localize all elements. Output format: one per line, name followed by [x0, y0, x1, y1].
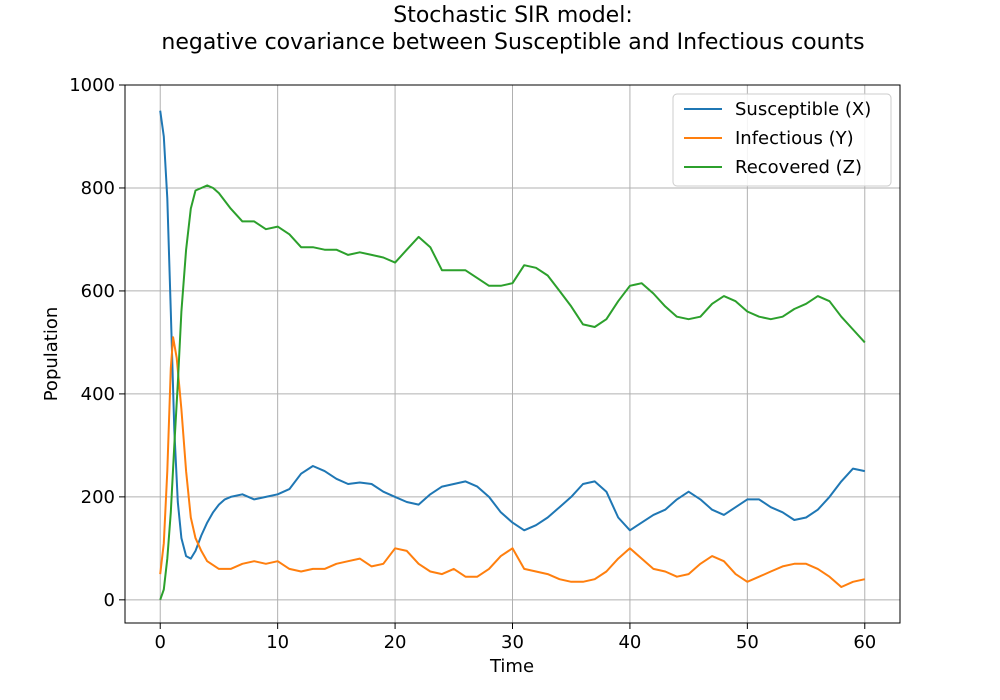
y-axis-label: Population [41, 307, 62, 402]
x-tick-label: 40 [618, 632, 641, 653]
y-tick-label: 1000 [69, 75, 115, 96]
y-ticks: 0 200 400 600 800 1000 [69, 75, 125, 611]
series-line-susceptible-x [159, 110, 866, 560]
x-ticks: 0 10 20 30 40 50 60 [155, 623, 876, 653]
legend-label-recovered-z: Recovered (Z) [735, 157, 862, 178]
legend-label-susceptible-x: Susceptible (X) [735, 99, 871, 120]
x-tick-label: 20 [384, 632, 407, 653]
legend: Susceptible (X) Infectious (Y) Recovered (… [672, 93, 892, 187]
chart-title-line1: Stochastic SIR model: [393, 3, 633, 28]
y-tick-label: 400 [81, 384, 115, 405]
chart-title-line2: negative covariance between Susceptible … [161, 30, 864, 55]
y-tick-label: 0 [104, 590, 115, 611]
x-axis-label: Time [489, 656, 534, 677]
series-line-infectious-y [159, 336, 866, 588]
x-tick-label: 0 [155, 632, 166, 653]
x-tick-label: 10 [266, 632, 289, 653]
legend-label-infectious-y: Infectious (Y) [735, 128, 854, 149]
series-line-recovered-z [159, 184, 866, 601]
legend-box [672, 93, 892, 187]
series-lines [159, 110, 866, 601]
y-tick-label: 600 [81, 281, 115, 302]
y-tick-label: 200 [81, 487, 115, 508]
y-tick-label: 800 [81, 178, 115, 199]
x-tick-label: 50 [736, 632, 759, 653]
x-tick-label: 30 [501, 632, 524, 653]
x-tick-label: 60 [853, 632, 876, 653]
